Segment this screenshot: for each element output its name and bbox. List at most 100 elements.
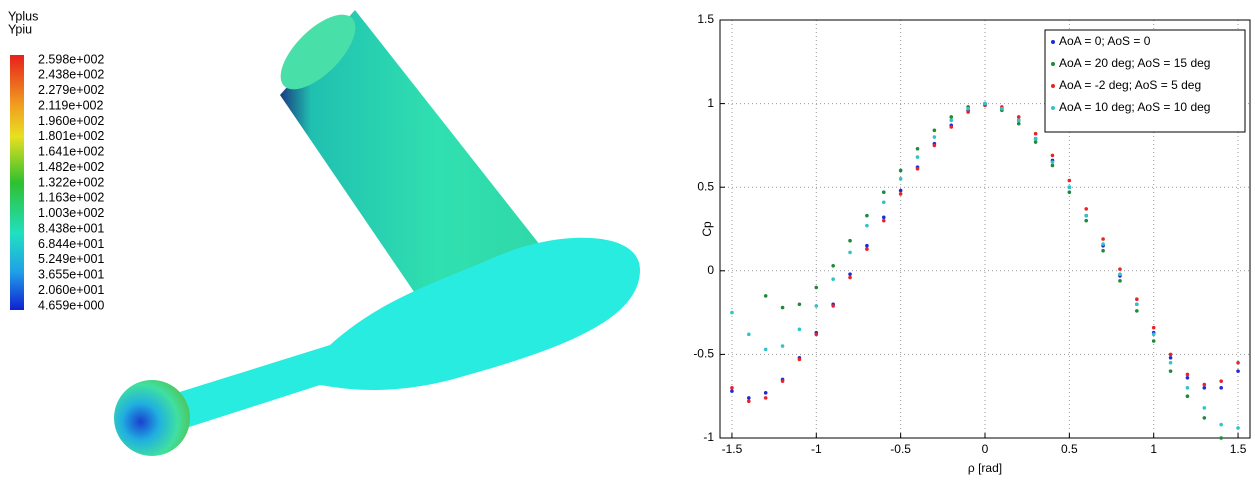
data-point [1017,122,1021,126]
data-point [865,224,869,228]
data-point [933,129,937,133]
y-tick-label: 0.5 [697,179,714,193]
data-point [1051,160,1055,164]
data-point [1186,376,1190,380]
data-point [848,239,852,243]
x-tick-label: 1.5 [1230,442,1247,456]
data-point [1219,423,1223,427]
data-point [865,214,869,218]
data-point [865,247,869,251]
colorbar-label: 6.844e+001 [38,237,104,251]
data-point [730,389,734,393]
data-point [933,144,937,148]
chart: -1.5-1-0.500.511.5-1-0.500.511.5ρ [rad]C… [693,12,1250,475]
legend-marker [1051,62,1055,66]
data-point [1203,416,1207,420]
sphere [114,380,190,456]
legend-label: AoA = 20 deg; AoS = 15 deg [1059,56,1210,70]
data-point [1236,426,1240,430]
data-point [916,167,920,171]
data-point [1186,373,1190,377]
legend-marker [1051,84,1055,88]
data-point [730,311,734,315]
page: {"contour_legend": {"title": "Yplus", "s… [0,0,1255,487]
colorbar-label: 1.641e+002 [38,145,104,159]
data-point [814,286,818,290]
data-point [764,348,768,352]
data-point [1068,190,1072,194]
colorbar-label: 1.960e+002 [38,114,104,128]
data-point [1034,132,1038,136]
colorbar-label: 3.655e+001 [38,268,104,282]
colorbar-label: 8.438e+001 [38,221,104,235]
data-point [1068,179,1072,183]
legend-label: AoA = -2 deg; AoS = 5 deg [1059,78,1201,92]
data-point [848,251,852,255]
data-point [1118,279,1122,283]
data-point [899,189,903,193]
x-tick-label: -1.5 [722,442,743,456]
data-point [1135,309,1139,313]
data-point [1017,119,1021,123]
colorbar-label: 1.003e+002 [38,206,104,220]
colorbar-label: 4.659e+000 [38,298,104,312]
data-point [1068,185,1072,189]
data-point [916,155,920,159]
colorbar-label: 1.801e+002 [38,129,104,143]
x-tick-label: 0.5 [1061,442,1078,456]
colorbar-label: 2.598e+002 [38,52,104,66]
data-point [933,135,937,139]
x-tick-label: -1 [811,442,822,456]
data-point [916,147,920,151]
data-point [1169,356,1173,360]
geometry-render [114,3,640,456]
data-point [1169,361,1173,365]
data-point [1152,333,1156,337]
legend-label: AoA = 0; AoS = 0 [1059,34,1151,48]
data-point [747,399,751,403]
data-point [831,277,835,281]
legend-marker [1051,40,1055,44]
data-point [1084,214,1088,218]
data-point [1219,386,1223,390]
data-point [1219,379,1223,383]
data-point [781,344,785,348]
x-axis-label: ρ [rad] [968,461,1002,475]
x-tick-label: 1 [1150,442,1157,456]
data-point [1169,369,1173,373]
colorbar-label: 2.438e+002 [38,68,104,82]
data-point [1236,369,1240,373]
data-point [949,115,953,119]
colorbar-label: 1.482e+002 [38,160,104,174]
y-tick-label: 1 [707,96,714,110]
data-point [1203,386,1207,390]
colorbar-label: 5.249e+001 [38,252,104,266]
data-point [899,177,903,181]
data-point [814,304,818,308]
data-point [1135,297,1139,301]
data-point [730,386,734,390]
data-point [865,244,869,248]
colorbar-label: 2.279e+002 [38,83,104,97]
data-point [882,219,886,223]
data-point [831,264,835,268]
data-point [1084,207,1088,211]
data-point [949,125,953,129]
data-point [1101,237,1105,241]
legend-label: AoA = 10 deg; AoS = 10 deg [1059,100,1210,114]
data-point [983,102,987,106]
data-point [882,200,886,204]
data-point [966,110,970,114]
data-point [1135,302,1139,306]
data-point [1118,272,1122,276]
data-point [1034,137,1038,141]
data-point [798,328,802,332]
figure: Yplus Ypiu 2.598e+0022.438e+0022.279e+00… [0,0,1255,482]
data-point [848,276,852,280]
x-tick-label: -0.5 [890,442,911,456]
data-point [764,396,768,400]
data-point [1169,353,1173,357]
data-point [1186,394,1190,398]
colorbar-label: 1.163e+002 [38,191,104,205]
data-point [781,379,785,383]
